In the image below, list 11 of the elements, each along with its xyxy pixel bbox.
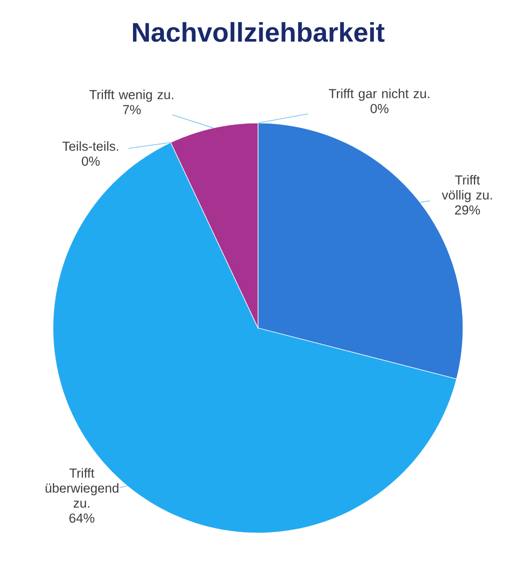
- legend-label: Teils-teils.: [62, 141, 118, 151]
- slice-label: Trifft völlig zu.: [442, 175, 492, 202]
- text: 0%: [370, 104, 388, 114]
- slice-label: Trifft überwiegend zu.: [46, 468, 118, 508]
- chart-title: Nachvollziehbarkeit: [133, 22, 384, 42]
- category-label: Trifft gar nicht zu.: [328, 88, 430, 101]
- data-label: 64%: [69, 514, 94, 523]
- data-label: 29%: [455, 205, 480, 215]
- slice-label: Trifft wenig zu.: [89, 90, 174, 102]
- text: 0%: [82, 156, 100, 166]
- data-label: 7%: [123, 105, 141, 114]
